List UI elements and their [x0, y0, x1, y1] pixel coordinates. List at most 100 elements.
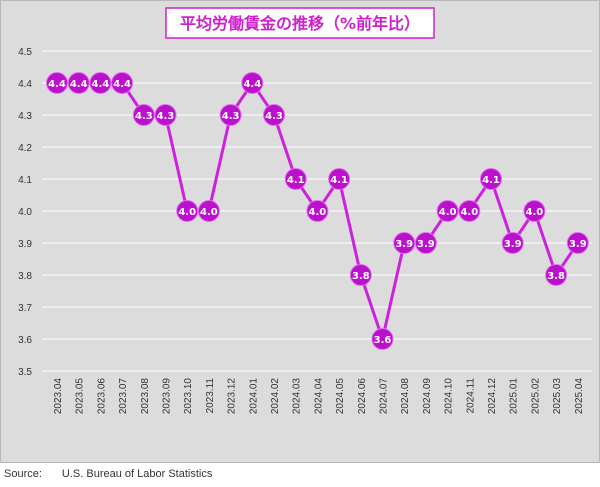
data-point-marker — [566, 232, 589, 254]
chart-title: 平均労働賃金の推移（%前年比） — [180, 14, 420, 33]
data-label: 4.1 — [287, 175, 305, 186]
data-point: 4.1 — [480, 168, 502, 190]
x-tick-label: 2025.03 — [552, 378, 563, 415]
x-tick-label: 2024.09 — [422, 378, 433, 415]
y-tick-label: 4.4 — [18, 79, 32, 90]
source-note: Source: U.S. Bureau of Labor Statistics — [4, 468, 212, 480]
data-point-marker — [197, 200, 220, 222]
y-tick-label: 4.2 — [18, 143, 32, 154]
data-point-marker — [523, 200, 546, 222]
data-point-marker — [436, 200, 459, 222]
source-label: Source: — [4, 468, 42, 480]
data-point: 4.0 — [306, 200, 329, 222]
data-point-marker — [219, 104, 242, 126]
data-point: 4.4 — [46, 72, 68, 94]
data-label: 3.8 — [352, 271, 370, 282]
data-label: 4.1 — [482, 175, 500, 186]
data-point-marker — [328, 168, 351, 190]
data-label: 4.3 — [265, 111, 283, 122]
source-text: U.S. Bureau of Labor Statistics — [61, 468, 213, 480]
data-label: 4.1 — [330, 175, 348, 186]
data-point-marker — [306, 200, 329, 222]
data-point: 4.3 — [154, 104, 177, 126]
data-points: 4.4 4.4 4.4 4.44.3 4.34.0 4.04.34.44.34.14.04… — [46, 72, 589, 350]
x-tick-label: 2023.05 — [75, 378, 86, 415]
x-tick-label: 2023.12 — [227, 378, 238, 415]
data-label: 4.0 — [178, 207, 196, 218]
data-point: 3.9 — [414, 232, 437, 254]
data-point-marker — [154, 104, 177, 126]
data-point-marker — [371, 328, 394, 350]
data-point-marker — [414, 232, 437, 254]
x-tick-label: 2023.06 — [96, 378, 107, 415]
x-axis-ticks: 2023.04 2023.05 2023.06 2023.07 2023.08 2023.… — [53, 378, 585, 415]
data-point-marker — [393, 232, 416, 254]
data-point: 4.4 — [67, 72, 90, 94]
data-label: 4.0 — [309, 207, 327, 218]
data-point: 4.1 — [284, 168, 307, 190]
data-point-marker — [284, 168, 307, 190]
x-tick-label: 2024.03 — [292, 378, 303, 415]
data-label: 4.3 — [157, 111, 175, 122]
data-point: 3.9 — [566, 232, 589, 254]
x-tick-label: 2024.12 — [487, 378, 498, 415]
data-label: 4.3 — [222, 111, 240, 122]
data-point-marker — [67, 72, 90, 94]
x-tick-label: 2024.08 — [400, 378, 411, 415]
x-tick-label: 2024.11 — [465, 378, 476, 414]
data-point: 4.4 — [89, 72, 112, 94]
data-label: 3.8 — [547, 271, 565, 282]
data-label: 3.9 — [417, 239, 435, 250]
y-tick-label: 4.3 — [18, 111, 32, 122]
data-point-marker — [241, 72, 264, 94]
x-tick-label: 2023.10 — [183, 378, 194, 415]
y-axis-ticks: 3.5 3.6 3.7 3.8 3.9 4.0 4.1 4.2 4.3 4.4 4.5 — [18, 47, 32, 378]
data-point-marker — [480, 168, 502, 190]
y-tick-label: 3.6 — [18, 335, 32, 346]
data-point-marker — [111, 72, 134, 94]
x-tick-label: 2024.07 — [379, 378, 390, 415]
x-tick-label: 2024.02 — [270, 378, 281, 415]
data-label: 3.9 — [395, 239, 413, 250]
y-tick-label: 4.0 — [18, 207, 32, 218]
x-tick-label: 2024.05 — [335, 378, 346, 415]
x-tick-label: 2025.04 — [574, 378, 585, 415]
data-point: 4.0 — [523, 200, 546, 222]
data-point: 4.4 — [111, 72, 134, 94]
data-point: 3.9 — [501, 232, 524, 254]
data-label: 3.9 — [504, 239, 522, 250]
data-point-marker — [89, 72, 112, 94]
title-frame — [165, 7, 435, 39]
x-tick-label: 2024.01 — [248, 378, 259, 415]
x-tick-label: 2024.10 — [444, 378, 455, 415]
chart-svg: 3.5 3.6 3.7 3.8 3.9 4.0 4.1 4.2 4.3 4.4 4.5 2023.0… — [18, 7, 592, 415]
data-label: 4.0 — [200, 207, 218, 218]
data-point-marker — [176, 200, 199, 222]
data-point-marker — [132, 104, 155, 126]
x-tick-label: 2023.08 — [140, 378, 151, 415]
x-tick-label: 2025.02 — [530, 378, 541, 415]
y-tick-label: 3.8 — [18, 271, 32, 282]
data-point: 4.0 — [176, 200, 199, 222]
data-label: 4.4 — [70, 79, 88, 90]
data-label: 4.0 — [439, 207, 457, 218]
x-tick-label: 2023.07 — [118, 378, 129, 415]
data-label: 4.0 — [526, 207, 544, 218]
data-point: 3.8 — [349, 264, 372, 286]
data-point: 4.0 — [436, 200, 459, 222]
data-point: 4.0 — [197, 200, 220, 222]
x-tick-label: 2025.01 — [509, 378, 520, 415]
data-point: 4.0 — [458, 200, 481, 222]
data-label: 4.4 — [48, 79, 66, 90]
x-tick-label: 2024.06 — [357, 378, 368, 415]
chart-title-box: 平均労働賃金の推移（%前年比） — [165, 7, 435, 39]
data-point: 4.3 — [263, 104, 285, 126]
data-point-marker — [46, 72, 68, 94]
data-point: 4.1 — [328, 168, 351, 190]
y-tick-label: 3.7 — [18, 303, 32, 314]
data-label: 3.6 — [374, 335, 392, 346]
data-point: 3.8 — [545, 264, 568, 286]
data-point-marker — [349, 264, 372, 286]
data-point-marker — [545, 264, 568, 286]
data-label: 4.4 — [243, 79, 261, 90]
